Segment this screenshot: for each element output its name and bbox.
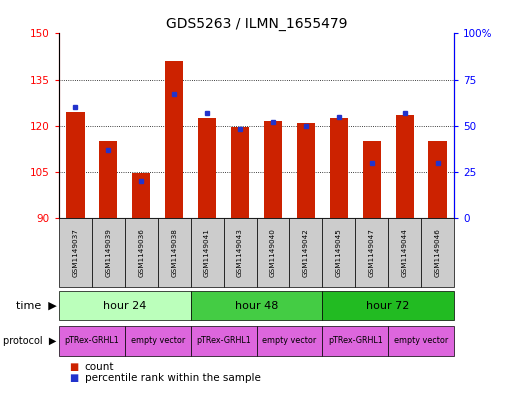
Title: GDS5263 / ILMN_1655479: GDS5263 / ILMN_1655479	[166, 17, 347, 31]
Bar	[165, 61, 183, 218]
Bar	[191, 218, 224, 287]
Text: pTRex-GRHL1: pTRex-GRHL1	[65, 336, 120, 345]
Bar	[322, 326, 388, 356]
Text: count: count	[85, 362, 114, 372]
Text: percentile rank within the sample: percentile rank within the sample	[85, 373, 261, 384]
Bar	[92, 218, 125, 287]
Bar	[330, 118, 348, 218]
Bar	[355, 218, 388, 287]
Bar	[125, 326, 191, 356]
Bar	[322, 291, 454, 320]
Bar	[421, 218, 454, 287]
Bar	[66, 112, 85, 218]
Bar	[191, 291, 322, 320]
Bar	[158, 218, 191, 287]
Bar	[59, 291, 191, 320]
Text: GSM1149043: GSM1149043	[237, 228, 243, 277]
Text: GSM1149039: GSM1149039	[105, 228, 111, 277]
Text: protocol  ▶: protocol ▶	[3, 336, 56, 346]
Bar	[264, 121, 282, 218]
Bar	[363, 141, 381, 218]
Bar	[388, 326, 454, 356]
Text: GSM1149044: GSM1149044	[402, 228, 408, 277]
Bar	[125, 218, 158, 287]
Text: hour 24: hour 24	[103, 301, 147, 310]
Bar	[388, 218, 421, 287]
Bar	[256, 218, 289, 287]
Bar	[198, 118, 216, 218]
Bar	[428, 141, 447, 218]
Text: GSM1149046: GSM1149046	[435, 228, 441, 277]
Bar	[231, 127, 249, 218]
Text: ■: ■	[69, 373, 78, 384]
Text: pTRex-GRHL1: pTRex-GRHL1	[328, 336, 383, 345]
Text: GSM1149040: GSM1149040	[270, 228, 276, 277]
Bar	[396, 115, 413, 218]
Bar	[289, 218, 322, 287]
Text: empty vector: empty vector	[394, 336, 448, 345]
Bar	[256, 326, 322, 356]
Bar	[100, 141, 117, 218]
Text: hour 48: hour 48	[235, 301, 278, 310]
Text: GSM1149041: GSM1149041	[204, 228, 210, 277]
Bar	[322, 218, 355, 287]
Text: GSM1149047: GSM1149047	[369, 228, 374, 277]
Bar	[224, 218, 256, 287]
Text: GSM1149038: GSM1149038	[171, 228, 177, 277]
Bar	[132, 173, 150, 218]
Text: time  ▶: time ▶	[16, 301, 56, 310]
Bar	[59, 326, 125, 356]
Text: GSM1149045: GSM1149045	[336, 228, 342, 277]
Bar	[191, 326, 256, 356]
Text: empty vector: empty vector	[262, 336, 317, 345]
Bar	[59, 218, 92, 287]
Text: GSM1149042: GSM1149042	[303, 228, 309, 277]
Text: pTRex-GRHL1: pTRex-GRHL1	[196, 336, 251, 345]
Text: GSM1149036: GSM1149036	[139, 228, 144, 277]
Bar	[297, 123, 315, 218]
Text: hour 72: hour 72	[366, 301, 410, 310]
Text: ■: ■	[69, 362, 78, 372]
Text: empty vector: empty vector	[131, 336, 185, 345]
Text: GSM1149037: GSM1149037	[72, 228, 78, 277]
